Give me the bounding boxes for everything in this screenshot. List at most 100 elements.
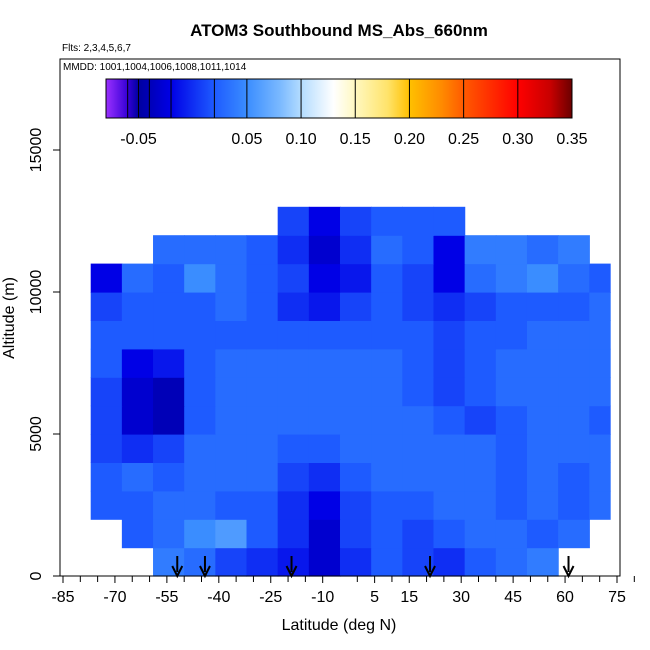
heatmap-cell <box>153 462 185 492</box>
heatmap-cell <box>340 434 372 463</box>
colorbar-tick-label: 0.05 <box>231 131 262 148</box>
colorbar-tick-label: 0.20 <box>394 131 425 148</box>
heatmap-cell <box>277 519 310 549</box>
heatmap-cell <box>402 519 435 549</box>
heatmap-cell <box>371 292 403 321</box>
heatmap-cell <box>526 263 559 293</box>
heatmap-cell <box>495 320 528 350</box>
y-tick-label: 0 <box>28 571 45 580</box>
heatmap-cell <box>246 292 279 321</box>
heatmap-cell <box>246 320 279 350</box>
heatmap-cell <box>340 547 372 577</box>
heatmap-cell <box>402 263 435 293</box>
heatmap-cell <box>433 348 466 378</box>
heatmap-cell <box>184 263 216 293</box>
heatmap-cell <box>558 405 590 435</box>
heatmap-cell <box>246 377 279 407</box>
heatmap-cell <box>121 462 154 492</box>
heatmap-cell <box>340 206 372 236</box>
heatmap-cell <box>153 377 185 407</box>
heatmap-cell <box>184 235 216 265</box>
heatmap-cell <box>121 263 154 293</box>
heatmap-cell <box>589 462 611 492</box>
heatmap-cell <box>402 206 435 236</box>
heatmap-cell <box>495 490 528 520</box>
heatmap-cell <box>246 547 279 577</box>
heatmap-cell <box>215 263 248 293</box>
heatmap-cell <box>277 405 310 435</box>
heatmap-cell <box>184 547 216 577</box>
heatmap-cell <box>464 547 497 577</box>
heatmap-cell <box>464 462 497 492</box>
x-axis: -85 -70 -55 -40 -25 -10 5 15 30 45 60 75 <box>51 576 635 606</box>
heatmap-cell <box>558 519 590 549</box>
y-axis-label: Altitude (m) <box>1 277 18 359</box>
heatmap-cell <box>464 263 497 293</box>
heatmap-cell <box>433 434 466 463</box>
heatmap-cell <box>308 405 341 435</box>
heatmap-cell <box>526 462 559 492</box>
chart-title: ATOM3 Southbound MS_Abs_660nm <box>190 21 488 40</box>
heatmap-cell <box>433 377 466 407</box>
heatmap-cell <box>277 263 310 293</box>
heatmap-cell <box>464 292 497 321</box>
heatmap-cell <box>402 490 435 520</box>
heatmap-cell <box>246 519 279 549</box>
heatmap-cell <box>402 434 435 463</box>
heatmap-cell <box>215 462 248 492</box>
heatmap-cell <box>121 377 154 407</box>
heatmap-cell <box>215 490 248 520</box>
colorbar-gradient <box>105 78 573 119</box>
heatmap-cell <box>558 320 590 350</box>
colorbar-tick-label: 0.25 <box>448 131 479 148</box>
heatmap-cell <box>371 490 403 520</box>
heatmap-cell <box>90 348 123 378</box>
heatmap-cell <box>90 263 123 293</box>
heatmap-cell <box>340 292 372 321</box>
x-tick-label: 60 <box>556 589 574 606</box>
heatmap-cell <box>402 405 435 435</box>
heatmap-cell <box>495 292 528 321</box>
heatmap-cell <box>371 348 403 378</box>
x-tick-label: -55 <box>155 589 178 606</box>
colorbar-tick-label: 0.10 <box>285 131 316 148</box>
heatmap-cell <box>433 405 466 435</box>
heatmap-cell <box>464 320 497 350</box>
heatmap-cell <box>558 462 590 492</box>
heatmap-cell <box>184 434 216 463</box>
heatmap-cell <box>558 348 590 378</box>
heatmap-cell <box>495 348 528 378</box>
heatmap-cell <box>246 235 279 265</box>
heatmap-cell <box>433 292 466 321</box>
heatmap-cell <box>184 462 216 492</box>
heatmap-cell <box>277 292 310 321</box>
heatmap-cell <box>153 519 185 549</box>
heatmap-cell <box>308 547 341 577</box>
x-tick-label: 5 <box>370 589 379 606</box>
heatmap-cell <box>526 490 559 520</box>
heatmap-cell <box>433 206 466 236</box>
heatmap-cell <box>246 348 279 378</box>
heatmap-cell <box>153 235 185 265</box>
heatmap-cell <box>215 547 248 577</box>
heatmap-cell <box>184 377 216 407</box>
heatmap-cell <box>184 405 216 435</box>
heatmap-cell <box>184 348 216 378</box>
heatmap-cell <box>589 320 611 350</box>
heatmap-cell <box>277 377 310 407</box>
heatmap-cell <box>277 434 310 463</box>
heatmap-cell <box>121 348 154 378</box>
heatmap-cell <box>433 263 466 293</box>
heatmap-cell <box>558 434 590 463</box>
heatmap-cell <box>153 292 185 321</box>
heatmap-cell <box>589 490 611 520</box>
heatmap-cell <box>277 348 310 378</box>
heatmap-cell <box>495 405 528 435</box>
colorbar-tick-label: -0.05 <box>120 131 157 148</box>
heatmap-cell <box>308 320 341 350</box>
heatmap-cell <box>215 377 248 407</box>
y-axis: 0 5000 10000 15000 <box>28 128 60 580</box>
y-tick-label: 15000 <box>28 128 45 173</box>
heatmap-cell <box>340 263 372 293</box>
